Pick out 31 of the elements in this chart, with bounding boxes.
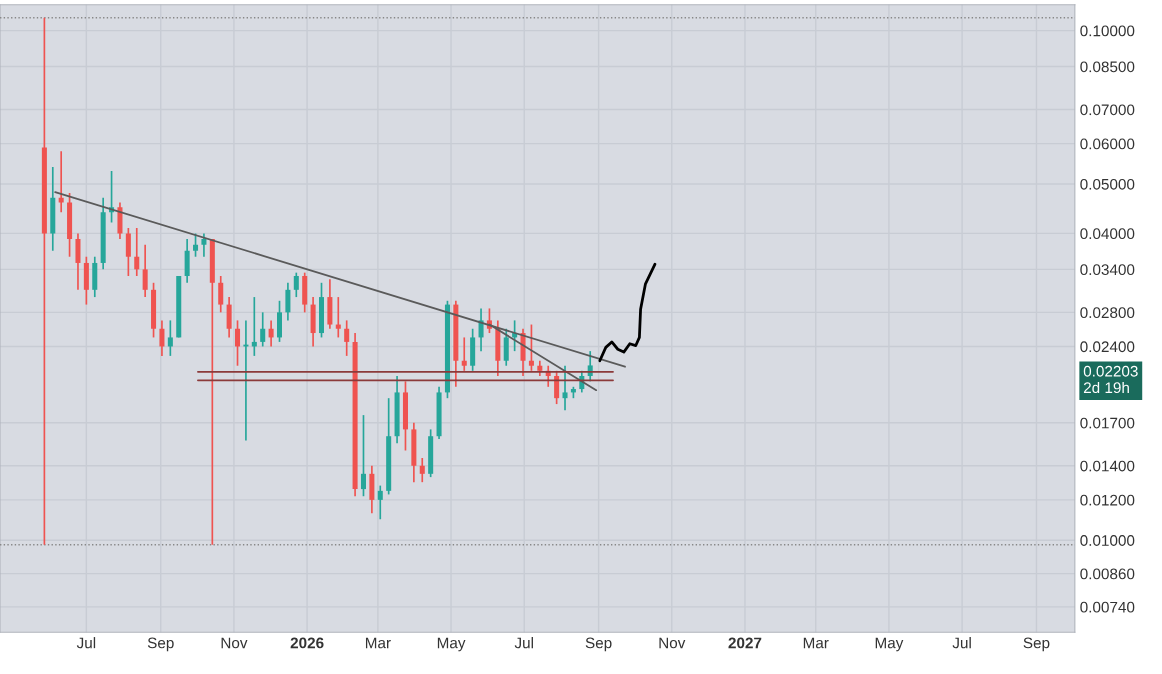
- x-tick-label: Sep: [1023, 637, 1050, 652]
- x-tick-label: Sep: [585, 637, 612, 652]
- text: 0.02203: [1083, 365, 1138, 377]
- y-tick-label: 0.05000: [1080, 178, 1135, 190]
- x-tick-label: Jul: [952, 637, 971, 649]
- y-tick-label: 0.08500: [1080, 61, 1135, 73]
- y-tick-label: 0.00740: [1080, 601, 1135, 613]
- y-tick-label: 0.06000: [1080, 138, 1135, 150]
- y-tick-label: 0.10000: [1080, 25, 1135, 37]
- x-tick-label: Mar: [365, 637, 391, 649]
- x-tick-label: 2026: [290, 637, 324, 649]
- y-tick-label: 0.07000: [1080, 104, 1135, 116]
- y-tick-label: 0.00860: [1080, 568, 1135, 580]
- x-tick-label: Nov: [659, 637, 686, 649]
- y-tick-label: 0.01200: [1080, 494, 1135, 506]
- text: 2d 19h: [1083, 381, 1129, 394]
- y-tick-label: 0.01400: [1080, 460, 1135, 472]
- x-tick-label: Jul: [76, 637, 96, 649]
- y-tick-label: 0.03400: [1080, 264, 1135, 276]
- x-tick-label: Sep: [147, 637, 174, 652]
- x-tick-label: Jul: [514, 637, 533, 649]
- y-tick-label: 0.02800: [1080, 307, 1135, 319]
- y-tick-label: 0.04000: [1080, 228, 1135, 240]
- x-tick-label: Nov: [221, 637, 248, 649]
- x-tick-label: May: [875, 637, 904, 652]
- y-tick-label: 0.01700: [1080, 417, 1135, 429]
- x-tick-label: Mar: [803, 637, 829, 649]
- x-tick-label: May: [437, 637, 466, 652]
- y-tick-label: 0.01000: [1080, 535, 1135, 546]
- y-tick-label: 0.02400: [1080, 341, 1135, 353]
- x-tick-label: 2027: [728, 637, 762, 649]
